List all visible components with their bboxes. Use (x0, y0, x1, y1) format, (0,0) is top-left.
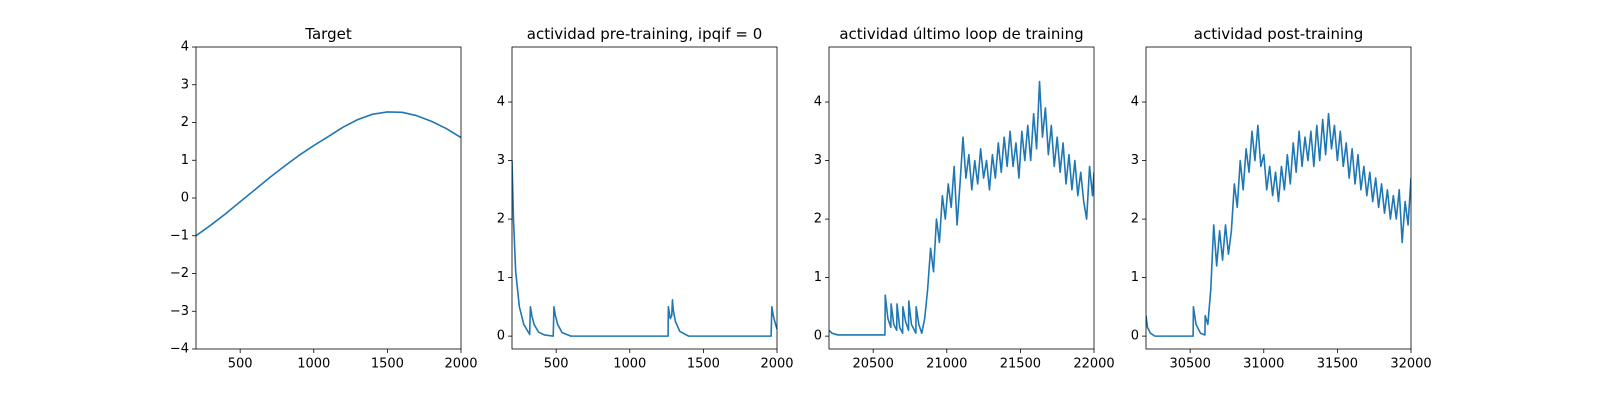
x-tick-label: 22000 (1073, 357, 1114, 372)
y-tick-label: 2 (181, 115, 189, 130)
x-tick-label: 1500 (687, 357, 720, 372)
axes-frame (195, 46, 462, 350)
axes-frame (511, 46, 778, 350)
x-tick-label: 500 (228, 357, 253, 372)
y-tick-label: 0 (181, 191, 189, 206)
chart-title: actividad post-training (1194, 25, 1363, 43)
x-tick-label: 2000 (760, 357, 793, 372)
x-tick-label: 21000 (926, 357, 967, 372)
y-tick-label: 4 (497, 95, 505, 110)
data-line (829, 80, 1094, 336)
axes-frame (828, 46, 1095, 350)
y-tick-label: 3 (181, 77, 189, 92)
y-tick-label: 4 (814, 95, 822, 110)
x-tick-label: 2000 (444, 357, 477, 372)
x-tick-label: 31000 (1243, 357, 1284, 372)
y-tick-label: 2 (497, 212, 505, 227)
axes-frame (1145, 46, 1412, 350)
y-tick-label: 2 (814, 212, 822, 227)
x-tick-label: 500 (544, 357, 569, 372)
y-tick-label: 0 (814, 329, 822, 344)
x-tick-label: 31500 (1317, 357, 1358, 372)
data-line (1146, 112, 1411, 337)
y-tick-label: 3 (814, 153, 822, 168)
y-tick-label: 2 (1131, 212, 1139, 227)
chart-title: actividad pre-training, ipqif = 0 (527, 25, 763, 43)
y-tick-label: 3 (497, 153, 505, 168)
y-tick-label: 1 (181, 153, 189, 168)
x-tick-label: 1000 (613, 357, 646, 372)
y-tick-label: 4 (1131, 95, 1139, 110)
chart-title: actividad último loop de training (839, 25, 1083, 43)
y-tick-label: 0 (1131, 329, 1139, 344)
y-tick-label: −2 (170, 266, 189, 281)
y-tick-label: 0 (497, 329, 505, 344)
y-tick-label: −3 (170, 304, 189, 319)
y-tick-label: −1 (170, 228, 189, 243)
data-line (196, 111, 461, 237)
chart-title: Target (304, 25, 352, 43)
y-tick-label: 4 (181, 40, 189, 55)
x-tick-label: 1000 (297, 357, 330, 372)
x-tick-label: 30500 (1169, 357, 1210, 372)
y-tick-label: −4 (170, 342, 189, 357)
y-tick-label: 1 (1131, 270, 1139, 285)
y-tick-label: 1 (814, 270, 822, 285)
x-tick-label: 1500 (371, 357, 404, 372)
x-tick-label: 20500 (852, 357, 893, 372)
data-line (512, 160, 777, 337)
y-tick-label: 1 (497, 270, 505, 285)
x-tick-label: 21500 (1000, 357, 1041, 372)
y-tick-label: 3 (1131, 153, 1139, 168)
x-tick-label: 32000 (1390, 357, 1431, 372)
